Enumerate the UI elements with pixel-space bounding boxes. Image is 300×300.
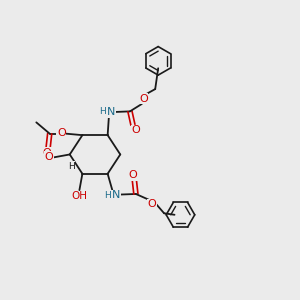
Text: O: O: [57, 128, 66, 138]
Text: OH: OH: [71, 191, 87, 201]
Text: N: N: [112, 190, 120, 200]
Text: O: O: [131, 125, 140, 135]
Text: H: H: [99, 107, 106, 116]
Text: H: H: [68, 162, 75, 171]
Text: O: O: [139, 94, 148, 103]
Text: O: O: [45, 152, 53, 162]
Text: N: N: [107, 107, 116, 117]
Text: O: O: [128, 170, 137, 180]
Text: O: O: [42, 148, 51, 158]
Text: H: H: [104, 191, 110, 200]
Text: O: O: [148, 200, 157, 209]
